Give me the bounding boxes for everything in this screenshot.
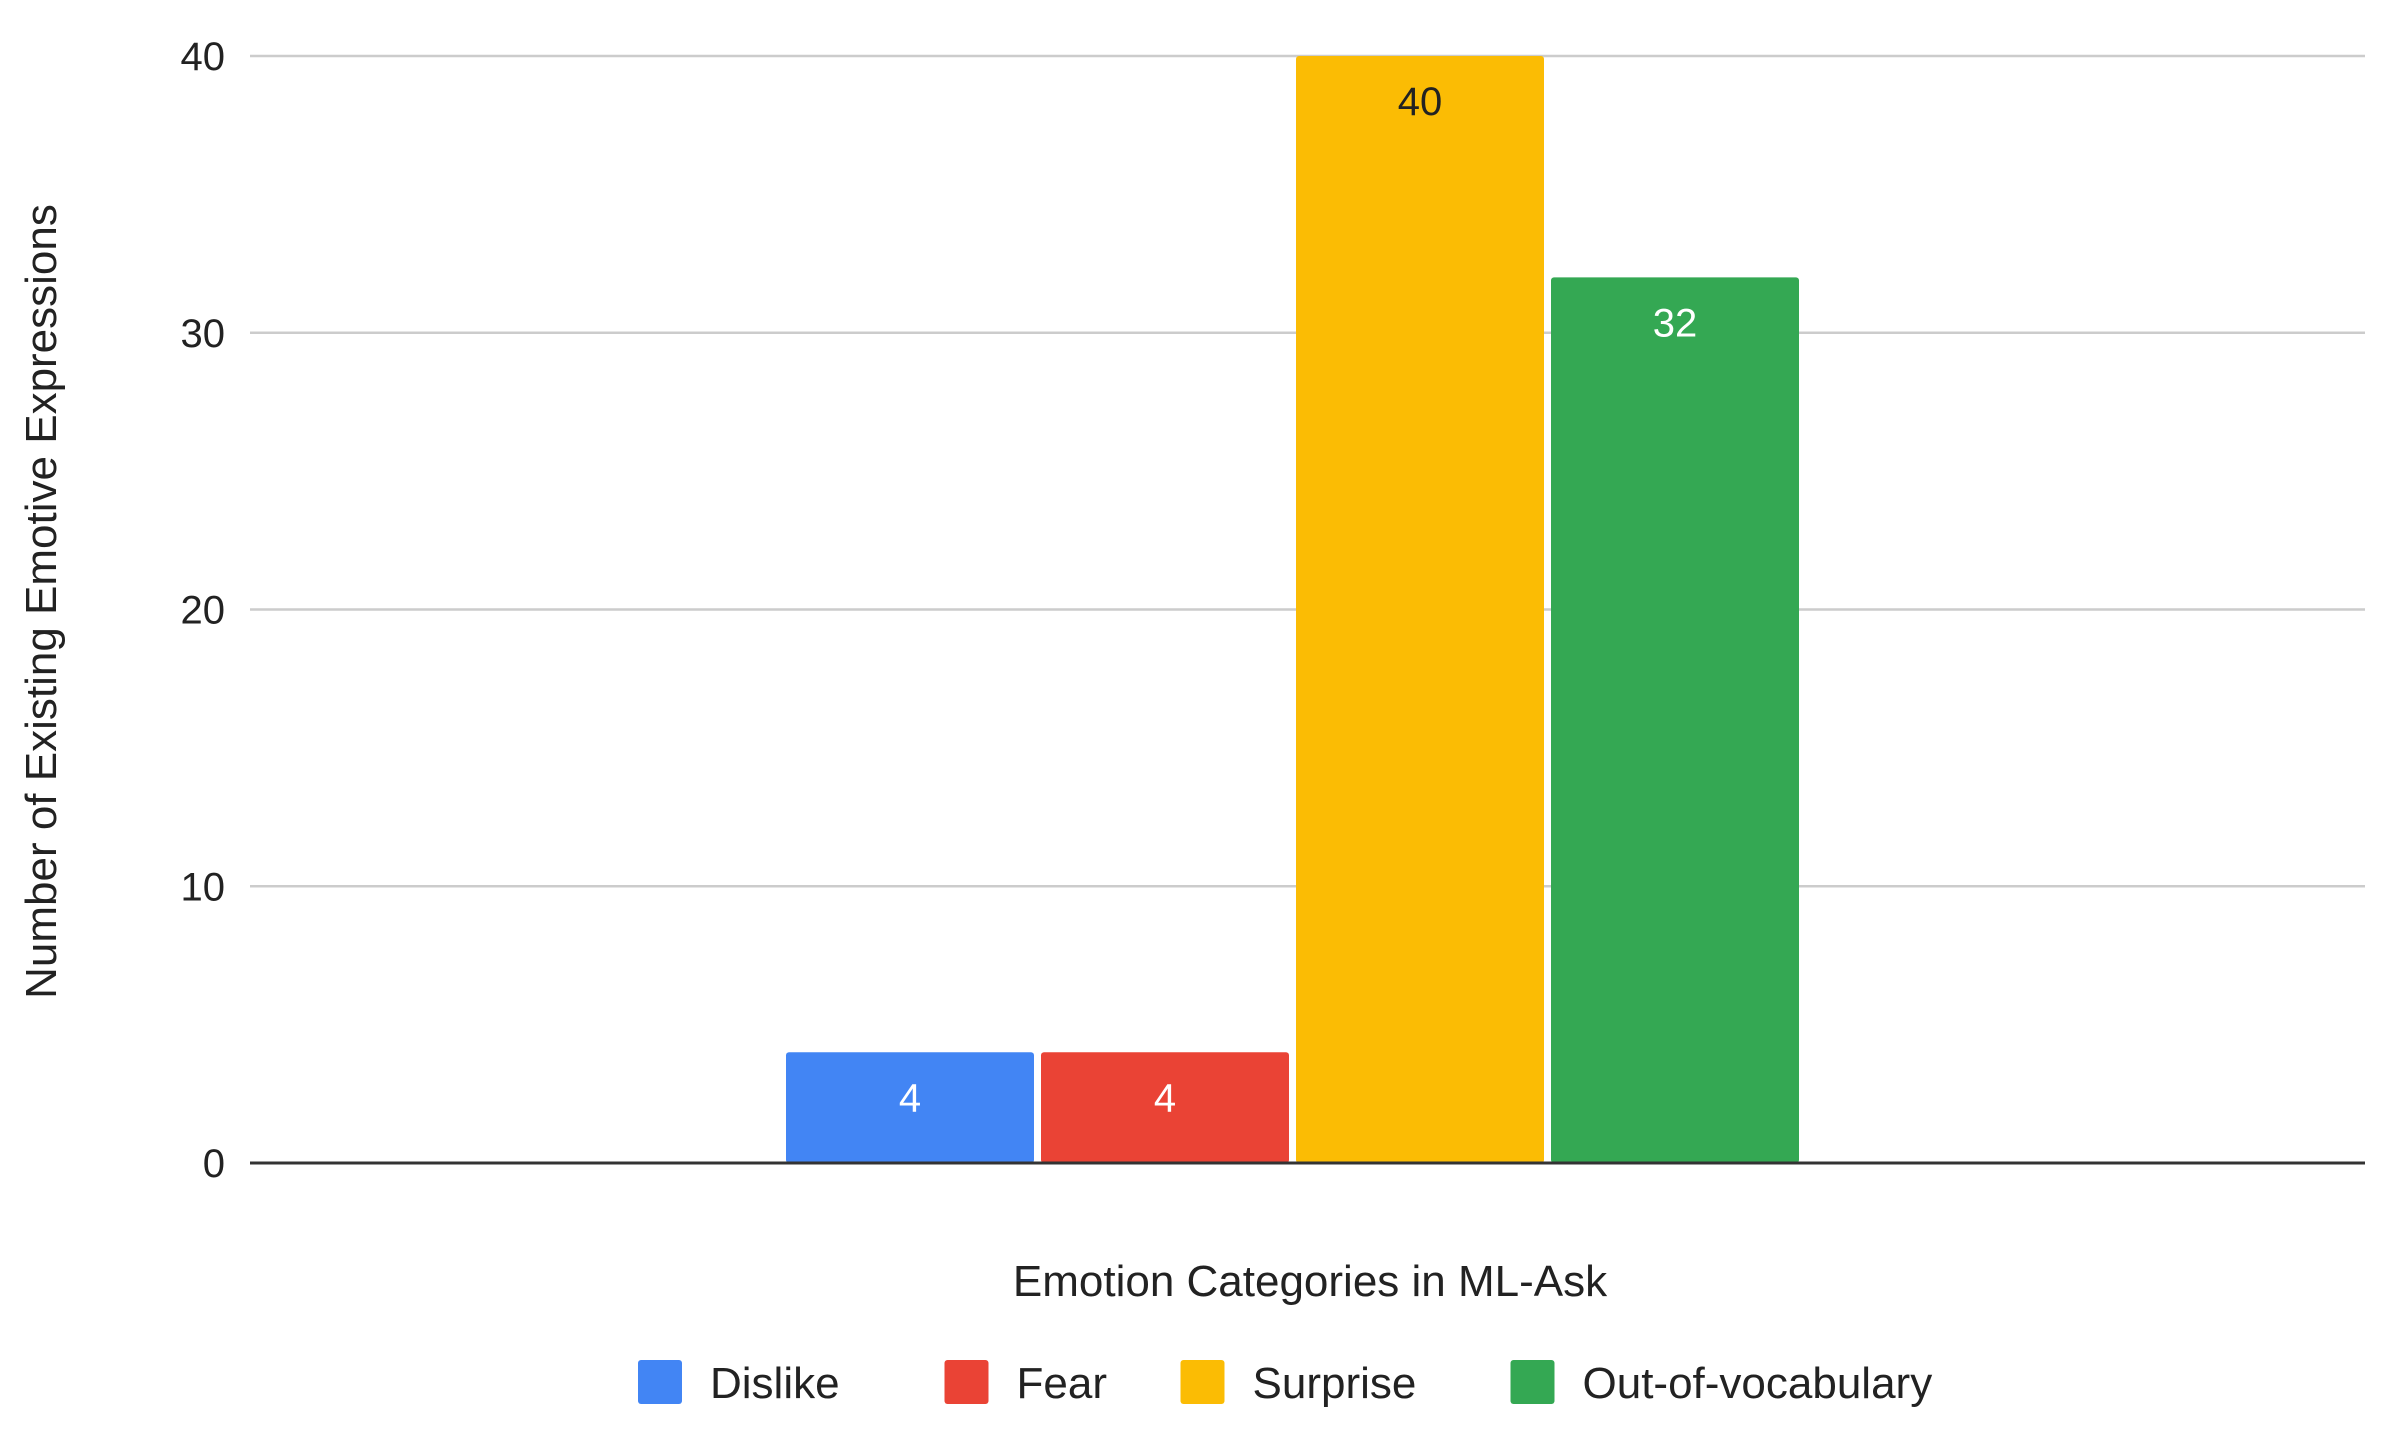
y-tick-label-20: 20 — [181, 589, 226, 633]
legend-swatch-out-of-vocabulary — [1510, 1360, 1555, 1404]
y-tick-label-40: 40 — [181, 35, 226, 79]
bar-fear — [1041, 1052, 1289, 1163]
data-label-fear: 4 — [1154, 1076, 1176, 1120]
bar-out-of-vocabulary — [1551, 277, 1799, 1163]
legend-label-fear: Fear — [1017, 1359, 1107, 1408]
legend-label-surprise: Surprise — [1253, 1359, 1417, 1408]
bars — [786, 56, 1799, 1163]
legend-swatch-surprise — [1180, 1360, 1225, 1404]
legend-label-dislike: Dislike — [710, 1359, 840, 1408]
data-label-dislike: 4 — [899, 1076, 921, 1120]
legend-swatch-dislike — [638, 1360, 682, 1404]
x-axis-title: Emotion Categories in ML-Ask — [1013, 1257, 1608, 1306]
y-axis-ticks: 0 10 20 30 40 — [181, 35, 226, 1186]
legend: Dislike Fear Surprise Out-of-vocabulary — [638, 1359, 1932, 1408]
data-labels: 4 4 40 32 — [899, 80, 1697, 1120]
data-label-out-of-vocabulary: 32 — [1653, 301, 1698, 345]
bar-dislike — [786, 1052, 1034, 1163]
y-tick-label-0: 0 — [203, 1142, 225, 1186]
legend-swatch-fear — [944, 1360, 989, 1404]
y-axis-title: Number of Existing Emotive Expressions — [17, 204, 66, 999]
bar-surprise — [1296, 56, 1544, 1163]
y-tick-label-10: 10 — [181, 865, 226, 909]
data-label-surprise: 40 — [1398, 80, 1443, 124]
legend-label-out-of-vocabulary: Out-of-vocabulary — [1583, 1359, 1933, 1408]
y-tick-label-30: 30 — [181, 312, 226, 356]
